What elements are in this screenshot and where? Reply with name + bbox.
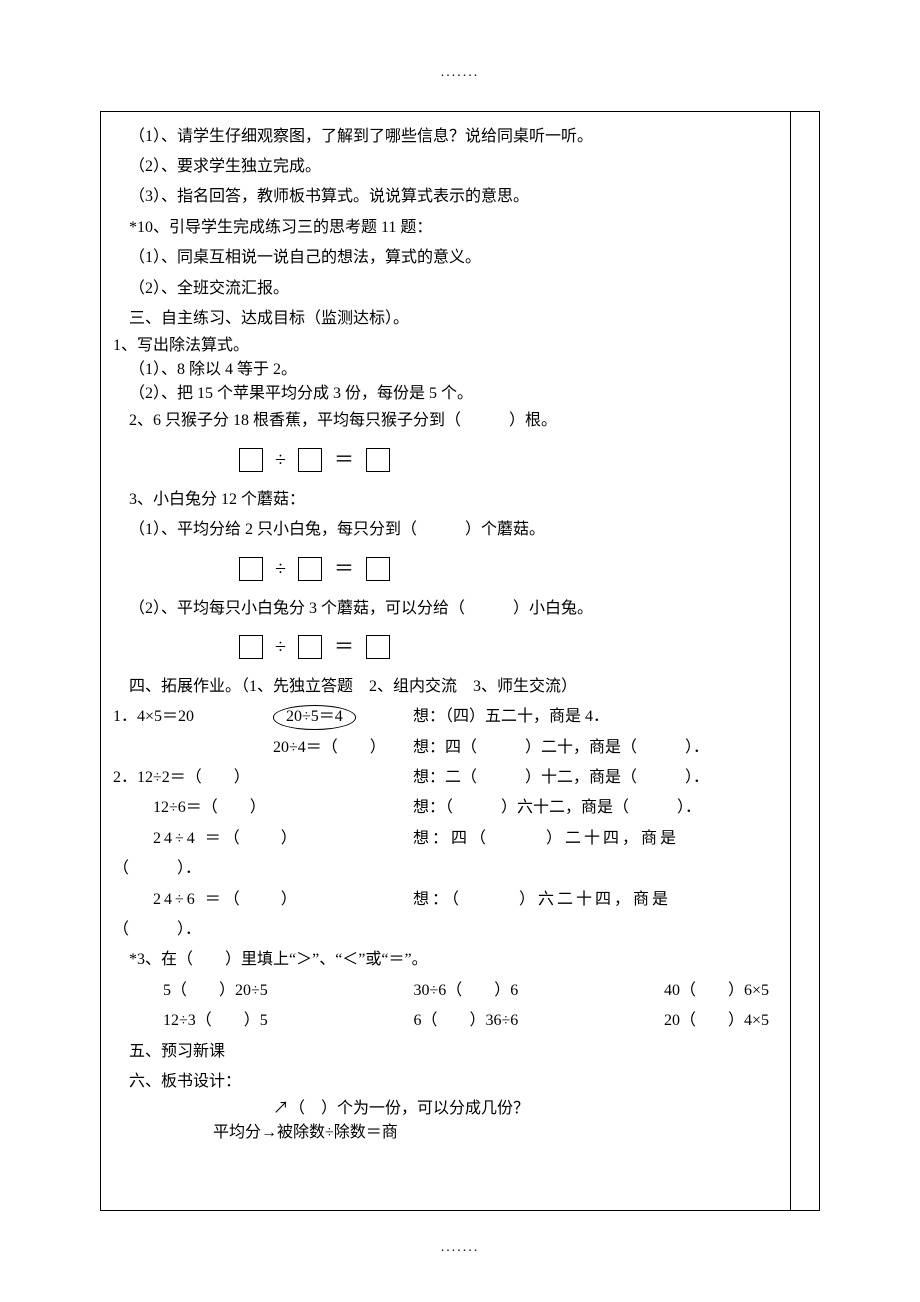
text-line: （1）、平均分给 2 只小白兔，每只分到（ ）个蘑菇。 (113, 515, 779, 545)
blank-box (298, 448, 322, 472)
text-line: 2、6 只猴子分 18 根香蕉，平均每只猴子分到（ ）根。 (113, 406, 779, 436)
text-line: （2）、全班交流汇报。 (113, 274, 779, 304)
exercise-cell: 想：四（ ）二十，商是（ ）． (413, 733, 779, 763)
margin-line (790, 112, 791, 1210)
exercise-cell (113, 824, 153, 854)
equation-boxes: ÷ ＝ (113, 441, 779, 479)
text-line: 1、写出除法算式。 (113, 334, 779, 358)
equation-boxes: ÷ ＝ (113, 550, 779, 588)
divide-op: ÷ (275, 441, 286, 479)
exercise-cell: 20÷5＝4 (273, 702, 413, 732)
exercise-cell: 2．12÷2＝（ ） (113, 763, 413, 793)
text-line: （1）、同桌互相说一说自己的想法，算式的意义。 (113, 243, 779, 273)
section-heading: 四、拓展作业。（1、先独立答题 2、组内交流 3、师生交流） (113, 672, 779, 702)
text-line: （2）、要求学生独立完成。 (113, 152, 779, 182)
text-line: *10、引导学生完成练习三的思考题 11 题： (113, 213, 779, 243)
blank-box (298, 557, 322, 581)
equals-op: ＝ (334, 441, 354, 479)
compare-cell: 20（ ）4×5 (664, 1006, 769, 1036)
section-heading: 五、预习新课 (113, 1037, 779, 1067)
text-line: （2）、平均每只小白兔分 3 个蘑菇，可以分给（ ）小白兔。 (113, 594, 779, 624)
blank-box (239, 448, 263, 472)
exercise-row: 24÷4 ＝（ ） 想：四（ ）二十四，商是 (113, 824, 779, 854)
header-dots: ....... (100, 60, 820, 87)
exercise-cell: 24÷6 ＝（ ） (153, 885, 413, 915)
content: （1）、请学生仔细观察图，了解到了哪些信息？说给同桌听一听。 （2）、要求学生独… (113, 122, 807, 1146)
compare-cell: 12÷3（ ）5 (163, 1006, 268, 1036)
blank-box (239, 635, 263, 659)
page: ....... （1）、请学生仔细观察图，了解到了哪些信息？说给同桌听一听。 （… (0, 0, 920, 1302)
text-line: 3、小白兔分 12 个蘑菇： (113, 485, 779, 515)
equation-boxes: ÷ ＝ (113, 628, 779, 666)
exercise-cell: 24÷4 ＝（ ） (153, 824, 413, 854)
text-line: （2）、把 15 个苹果平均分成 3 份，每份是 5 个。 (113, 382, 779, 406)
divide-op: ÷ (275, 628, 286, 666)
compare-row: 5（ ）20÷5 30÷6（ ）6 40（ ）6×5 (113, 976, 779, 1006)
equals-op: ＝ (334, 550, 354, 588)
exercise-cell: 想：（ ）六十二，商是（ ）． (413, 793, 779, 823)
footer-dots: ....... (0, 1235, 920, 1262)
text-line: 平均分→被除数÷除数＝商 (113, 1121, 779, 1145)
blank-box (366, 557, 390, 581)
compare-cell: 5（ ）20÷5 (163, 976, 268, 1006)
divide-op: ÷ (275, 550, 286, 588)
content-frame: （1）、请学生仔细观察图，了解到了哪些信息？说给同桌听一听。 （2）、要求学生独… (100, 111, 820, 1211)
exercise-cell (113, 733, 273, 763)
text-line: （1）、请学生仔细观察图，了解到了哪些信息？说给同桌听一听。 (113, 122, 779, 152)
exercise-row: 12÷6＝（ ） 想：（ ）六十二，商是（ ）． (113, 793, 779, 823)
exercise-row: 1．4×5＝20 20÷5＝4 想：（四）五二十，商是 4． (113, 702, 779, 732)
blank-box (298, 635, 322, 659)
exercise-cell: 1．4×5＝20 (113, 702, 273, 732)
exercise-cell: 20÷4＝（ ） (273, 733, 413, 763)
text-line: *3、在（ ）里填上“＞”、“＜”或“＝”。 (113, 945, 779, 975)
text-line: （1）、8 除以 4 等于 2。 (113, 358, 779, 382)
text-line: ↗（ ）个为一份，可以分成几份？ (113, 1097, 779, 1121)
exercise-cell: 想：（四）五二十，商是 4． (413, 702, 779, 732)
exercise-cell: 12÷6＝（ ） (153, 793, 413, 823)
exercise-cell: 想：（ ）六二十四，商是 (413, 885, 779, 915)
compare-row: 12÷3（ ）5 6（ ）36÷6 20（ ）4×5 (113, 1006, 779, 1036)
text-line: （3）、指名回答，教师板书算式。说说算式表示的意思。 (113, 182, 779, 212)
blank-box (366, 448, 390, 472)
blank-box (239, 557, 263, 581)
circled-answer: 20÷5＝4 (273, 705, 356, 729)
compare-cell: 40（ ）6×5 (664, 976, 769, 1006)
exercise-cell: 想：二（ ）十二，商是（ ）． (413, 763, 779, 793)
exercise-cell (113, 793, 153, 823)
exercise-cell: 想：四（ ）二十四，商是 (413, 824, 779, 854)
compare-cell: 6（ ）36÷6 (413, 1006, 518, 1036)
exercise-row: 2．12÷2＝（ ） 想：二（ ）十二，商是（ ）． (113, 763, 779, 793)
exercise-cell (113, 885, 153, 915)
exercise-row: 24÷6 ＝（ ） 想：（ ）六二十四，商是 (113, 885, 779, 915)
equals-op: ＝ (334, 628, 354, 666)
text-line: （ ）． (113, 915, 779, 945)
exercise-row: 20÷4＝（ ） 想：四（ ）二十，商是（ ）． (113, 733, 779, 763)
text-line: （ ）． (113, 854, 779, 884)
blank-box (366, 635, 390, 659)
section-heading: 三、自主练习、达成目标（监测达标）。 (113, 304, 779, 334)
compare-cell: 30÷6（ ）6 (413, 976, 518, 1006)
section-heading: 六、板书设计： (113, 1067, 779, 1097)
